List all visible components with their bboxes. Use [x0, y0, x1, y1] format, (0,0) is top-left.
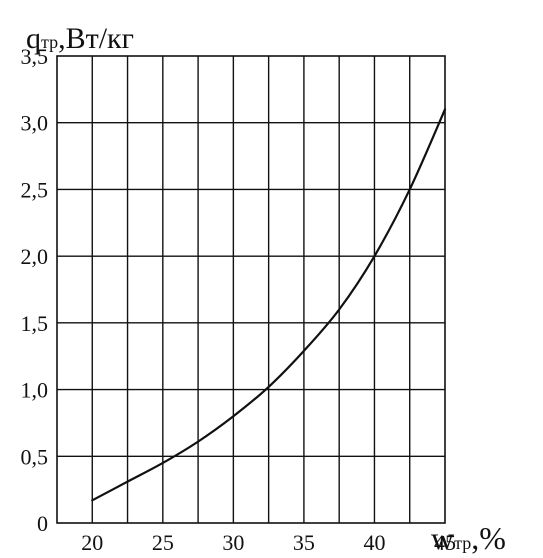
- y-axis-subscript: тр: [41, 32, 58, 52]
- y-tick-label: 1,0: [21, 378, 49, 403]
- x-tick-label: 20: [81, 530, 103, 555]
- x-tick-label: 45: [434, 530, 456, 555]
- x-axis-subscript: тр: [454, 533, 471, 553]
- plot-frame: [56, 55, 446, 524]
- y-tick-label: 0: [37, 511, 48, 536]
- y-tick-label: 0,5: [21, 444, 49, 469]
- tick-labels: 0 0,5 1,0 1,5 2,0 2,5 3,0 3,5 20 25 30 35 40 45: [21, 44, 457, 555]
- y-tick-label: 3,5: [21, 44, 49, 69]
- x-tick-label: 30: [222, 530, 244, 555]
- y-axis-unit: ,Вт/кг: [58, 22, 134, 55]
- y-tick-label: 3,0: [21, 111, 49, 136]
- series-layer: [91, 108, 447, 502]
- x-tick-label: 25: [152, 530, 174, 555]
- plot-border: [56, 55, 446, 524]
- y-axis-symbol: q: [26, 22, 41, 55]
- grid: [57, 56, 445, 523]
- x-axis-title: wтр,%: [431, 520, 506, 556]
- y-axis-title: qтр,Вт/кг: [26, 22, 134, 55]
- x-tick-label: 35: [293, 530, 315, 555]
- x-tick-label: 40: [363, 530, 385, 555]
- y-tick-label: 1,5: [21, 311, 49, 336]
- y-tick-label: 2,0: [21, 244, 49, 269]
- y-tick-label: 2,5: [21, 177, 49, 202]
- x-axis-symbol: w: [431, 520, 454, 556]
- x-axis-unit: ,%: [471, 520, 506, 556]
- series-line: [91, 108, 447, 502]
